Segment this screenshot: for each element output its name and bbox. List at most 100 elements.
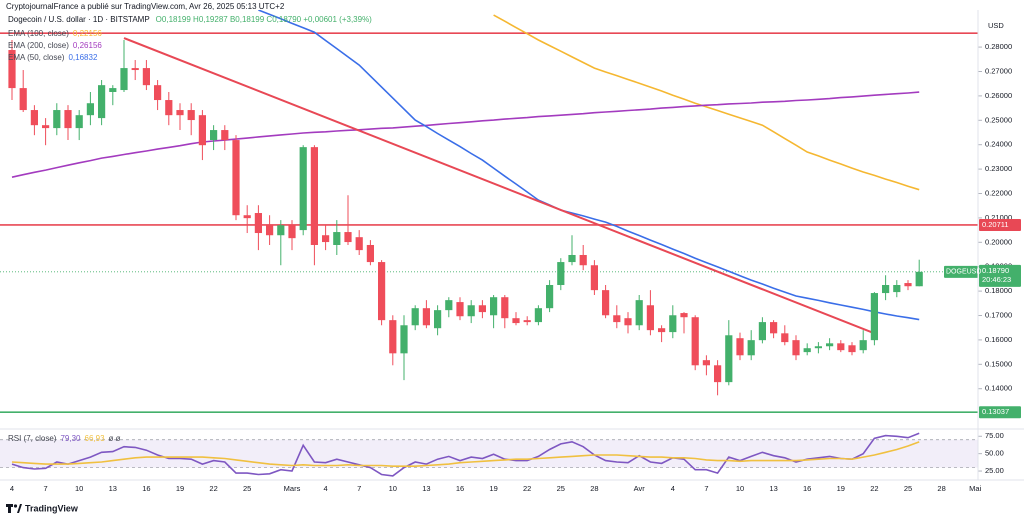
y-tick-label: 0.26000 (985, 91, 1012, 100)
legend-name: EMA (100, close) (8, 29, 69, 38)
candle-body (534, 308, 542, 323)
candle-body (736, 338, 744, 356)
legend-value: 79,30 (60, 434, 81, 443)
candle-body (691, 317, 699, 366)
rsi-band (0, 439, 978, 468)
candle-body (646, 305, 654, 331)
y-tick-label: 0.20000 (985, 237, 1012, 246)
candle-body (210, 130, 218, 141)
x-tick-label: 22 (523, 484, 531, 493)
candle-body (747, 340, 755, 356)
candle-body (53, 110, 61, 129)
x-tick-label: 13 (109, 484, 117, 493)
x-tick-label: Mars (284, 484, 301, 493)
candle-body (288, 225, 296, 239)
candle-body (176, 110, 184, 116)
y-tick-label: 50.00 (985, 449, 1004, 458)
symbol-label: DOGEUSD (946, 269, 981, 276)
publisher: CryptojournalFrance a publié sur Trading… (6, 2, 285, 11)
x-tick-label: 4 (324, 484, 328, 493)
candle-body (814, 346, 822, 349)
indicator-line (493, 14, 920, 191)
x-tick-label: 10 (736, 484, 744, 493)
candle-body (243, 215, 251, 219)
x-tick-label: 19 (176, 484, 184, 493)
y-tick-label: 0.18000 (985, 286, 1012, 295)
candle-body (725, 335, 733, 383)
legend-name: RSI (7, close) (8, 434, 57, 443)
candle-body (557, 262, 565, 286)
y-tick-label: 25.00 (985, 466, 1004, 475)
candle-body (546, 285, 554, 309)
x-tick-label: 19 (489, 484, 497, 493)
candle-body (378, 262, 386, 321)
candle-body (109, 88, 117, 92)
x-tick-label: 25 (243, 484, 251, 493)
last-price-label: 0.18790 (982, 266, 1009, 275)
x-tick-label: 4 (671, 484, 675, 493)
candle-body (422, 308, 430, 326)
legend-value: 66,93 (85, 434, 106, 443)
y-tick-label: 0.23000 (985, 164, 1012, 173)
candle-body (893, 285, 901, 293)
candle-body (389, 320, 397, 354)
ohlc-legend: O0,18199 H0,19287 B0,18199 C0,18790 +0,0… (156, 15, 373, 24)
x-tick-label: 22 (870, 484, 878, 493)
trendline (123, 37, 875, 335)
candle-body (478, 305, 486, 313)
candle-body (658, 328, 666, 333)
candle-body (64, 110, 72, 129)
candle-body (781, 333, 789, 343)
y-tick-label: 0.16000 (985, 335, 1012, 344)
candle-body (154, 85, 162, 101)
candle-body (333, 232, 341, 245)
candle-body (344, 232, 352, 243)
price-pane (0, 10, 978, 414)
candle-body (848, 345, 856, 353)
level-label-bg (979, 406, 1021, 419)
x-tick-label: 4 (10, 484, 14, 493)
indicator-line (11, 441, 920, 467)
x-tick-label: 10 (75, 484, 83, 493)
candle-body (826, 343, 834, 347)
candle-body (198, 115, 206, 146)
level-label-bg (979, 218, 1021, 231)
candle-body (142, 68, 150, 86)
unit: USD (988, 21, 1004, 30)
candle-body (613, 315, 621, 323)
symbol-tag-bg (944, 265, 978, 278)
candle-body (770, 322, 778, 334)
candle-body (98, 85, 106, 119)
candle-body (445, 300, 453, 311)
legend-suffix: ø ø (109, 434, 121, 443)
y-tick-label: 0.28000 (985, 42, 1012, 51)
y-tick-label: 0.25000 (985, 115, 1012, 124)
x-tick-label: 19 (837, 484, 845, 493)
x-tick-label: 16 (456, 484, 464, 493)
candle-body (42, 125, 50, 129)
y-tick-label: 75.00 (985, 431, 1004, 440)
candle-body (310, 147, 318, 245)
candle-body (512, 318, 520, 324)
candle-body (355, 237, 363, 251)
x-tick-label: 7 (44, 484, 48, 493)
legend-value: 0,22156 (73, 29, 102, 38)
x-tick-label: 10 (389, 484, 397, 493)
footer-brand: TradingView (25, 503, 79, 513)
y-tick-label: 0.15000 (985, 359, 1012, 368)
legend-name: EMA (200, close) (8, 41, 69, 50)
candle-body (165, 100, 173, 116)
candle-body (602, 290, 610, 316)
rsi-pane (0, 432, 978, 477)
candle-body (915, 271, 923, 287)
candle-body (254, 213, 262, 234)
x-tick-label: 7 (704, 484, 708, 493)
candle-body (266, 225, 274, 236)
candle-body (523, 320, 531, 323)
candle-body (187, 110, 195, 121)
x-tick-label: 13 (769, 484, 777, 493)
candle-body (714, 365, 722, 383)
x-tick-label: Avr (634, 484, 646, 493)
candle-body (299, 147, 307, 231)
